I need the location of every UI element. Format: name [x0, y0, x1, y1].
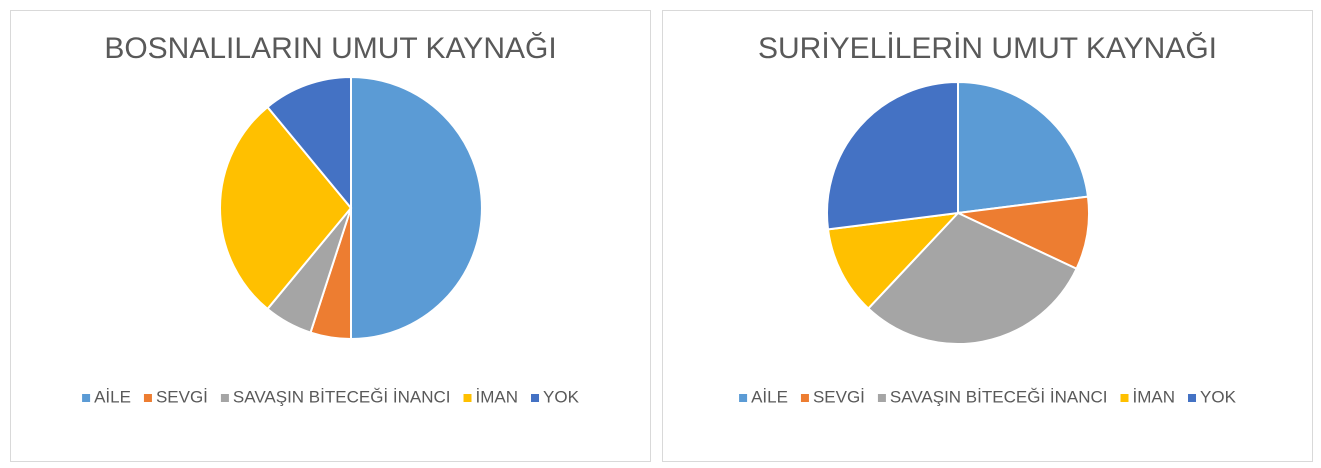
- legend-swatch: [877, 394, 886, 402]
- legend-swatch: [463, 394, 472, 402]
- pie-slice: [350, 75, 483, 341]
- legend-swatch: [220, 394, 229, 402]
- chart-border: [10, 10, 651, 462]
- legend-label: İMAN: [476, 387, 519, 406]
- legend-swatch: [800, 394, 809, 402]
- chart-title: SURİYELİLERİN UMUT KAYNAĞI: [758, 32, 1217, 65]
- legend-label: SAVAŞIN BİTECEĞİ İNANCI: [890, 387, 1108, 406]
- legend-label: AİLE: [94, 387, 131, 406]
- legend-label: İMAN: [1133, 387, 1176, 406]
- pie-slice: [826, 80, 959, 231]
- pie-slice: [866, 211, 1078, 345]
- legend-swatch: [1120, 394, 1129, 402]
- pie-slice: [219, 105, 353, 311]
- legend-swatch: [143, 394, 152, 402]
- legend-label: SAVAŞIN BİTECEĞİ İNANCI: [233, 387, 451, 406]
- legend-label: AİLE: [751, 387, 788, 406]
- legend-label: YOK: [543, 387, 580, 406]
- chart: SURİYELİLERİN UMUT KAYNAĞI AİLE SEVGİ SAVAŞ…: [662, 10, 1313, 462]
- legend-label: YOK: [1200, 387, 1237, 406]
- legend-label: SEVGİ: [813, 387, 865, 406]
- legend: AİLE SEVGİ SAVAŞIN BİTECEĞİ İNANCI İMAN YOK: [739, 387, 1237, 406]
- legend-swatch: [739, 394, 748, 402]
- chart-title: BOSNALILARIN UMUT KAYNAĞI: [104, 32, 556, 65]
- legend-swatch: [531, 394, 540, 402]
- legend: AİLE SEVGİ SAVAŞIN BİTECEĞİ İNANCI İMAN YOK: [82, 387, 580, 406]
- chart-border: [662, 10, 1313, 462]
- legend-swatch: [82, 394, 91, 402]
- pie-slice: [266, 75, 352, 211]
- legend-label: SEVGİ: [156, 387, 208, 406]
- chart: BOSNALILARIN UMUT KAYNAĞI AİLE SEVGİ SAVAŞI…: [10, 10, 651, 462]
- pie-slice: [826, 211, 961, 310]
- legend-swatch: [1188, 394, 1197, 402]
- pie-slice: [957, 80, 1090, 215]
